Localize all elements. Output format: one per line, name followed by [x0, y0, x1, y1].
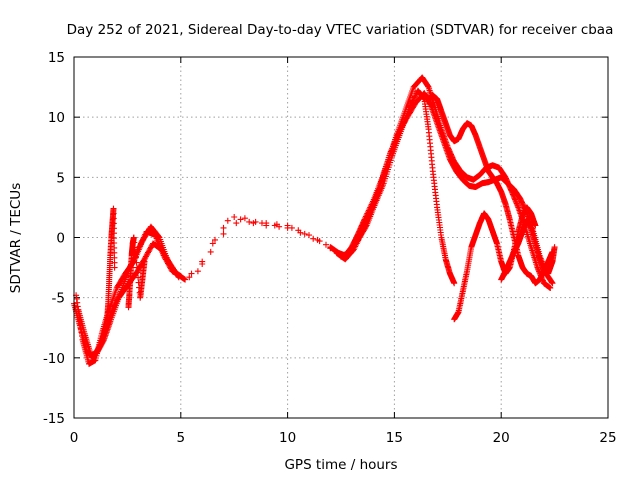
data-point [175, 274, 182, 281]
data-point [188, 270, 195, 277]
data-point-interp [410, 96, 417, 103]
data-point [301, 230, 308, 237]
data-point [276, 223, 283, 230]
y-tick-label: -10 [43, 351, 65, 367]
data-point-interp [147, 244, 154, 251]
y-tick-label: 15 [48, 50, 65, 66]
data-point-interp [145, 248, 152, 255]
data-point [327, 245, 334, 252]
data-point-interp [132, 249, 139, 256]
data-point-interp [409, 97, 416, 104]
data-point [231, 214, 238, 220]
data-point-interp [132, 254, 139, 261]
y-tick-label: 5 [56, 170, 65, 186]
y-tick-label: -5 [52, 291, 65, 307]
chart-title: Day 252 of 2021, Sidereal Day-to-day VTE… [67, 22, 614, 38]
data-point [224, 217, 231, 224]
data-point [451, 280, 458, 287]
data-point [310, 235, 317, 242]
y-axis-label: SDTVAR / TECUs [8, 183, 24, 293]
x-tick-label: 0 [70, 430, 79, 446]
data-point-interp [509, 191, 516, 198]
data-point [207, 248, 214, 255]
data-point-interp [147, 245, 154, 252]
data-point [549, 280, 556, 287]
data-point-interp [134, 269, 141, 276]
data-point-interp [131, 239, 138, 246]
data-point [241, 215, 248, 222]
data-point-interp [535, 265, 541, 272]
data-point [263, 222, 270, 229]
data-point [532, 222, 539, 229]
data-point-interp [74, 303, 81, 310]
data-point [199, 261, 206, 267]
x-tick-label: 15 [386, 430, 403, 446]
data-point-interp [142, 253, 149, 260]
data-point-interp [412, 91, 419, 98]
data-points [71, 74, 558, 367]
y-tick-label: 10 [48, 110, 65, 126]
data-point [551, 244, 558, 251]
data-point [323, 241, 329, 248]
x-axis-label: GPS time / hours [284, 457, 397, 473]
data-point-interp [512, 197, 519, 204]
data-point-interp [548, 279, 555, 286]
data-point [250, 220, 257, 227]
data-point-interp [514, 201, 521, 208]
data-point [186, 274, 193, 281]
grid-lines [74, 57, 608, 418]
data-point-interp [362, 223, 369, 230]
data-point [182, 276, 189, 283]
data-point-interp [142, 254, 149, 261]
x-tick-label: 10 [279, 430, 296, 446]
data-point-interp [409, 98, 416, 105]
data-point-interp [143, 252, 150, 259]
x-tick-labels: 0 5 10 15 20 25 [70, 430, 617, 446]
data-point-interp [511, 195, 518, 202]
data-point [111, 264, 118, 271]
y-tick-label: -15 [43, 411, 65, 427]
data-point-interp [407, 101, 414, 108]
x-tick-label: 20 [493, 430, 510, 446]
data-point-interp [175, 273, 181, 280]
x-tick-label: 25 [599, 430, 616, 446]
data-point [406, 104, 413, 111]
x-tick-label: 5 [177, 430, 186, 446]
data-point [233, 220, 240, 227]
data-point-interp [407, 103, 414, 110]
data-point [220, 224, 227, 231]
data-point [259, 220, 265, 227]
y-tick-labels: -15 -10 -5 0 5 10 15 [43, 50, 65, 427]
data-point [547, 285, 554, 291]
data-point [246, 218, 253, 225]
data-point [288, 224, 295, 231]
data-point [314, 236, 321, 243]
y-tick-label: 0 [56, 231, 65, 247]
data-point-interp [408, 100, 415, 107]
plot-frame [73, 56, 609, 419]
data-point [306, 232, 312, 239]
data-point [220, 230, 227, 237]
data-point [212, 236, 218, 243]
data-point-interp [420, 94, 427, 101]
data-point [271, 222, 278, 229]
data-point [141, 258, 148, 265]
data-point-interp [146, 247, 153, 253]
data-point [297, 229, 304, 236]
data-point [194, 268, 201, 275]
data-point [209, 240, 216, 247]
data-point [237, 216, 244, 223]
